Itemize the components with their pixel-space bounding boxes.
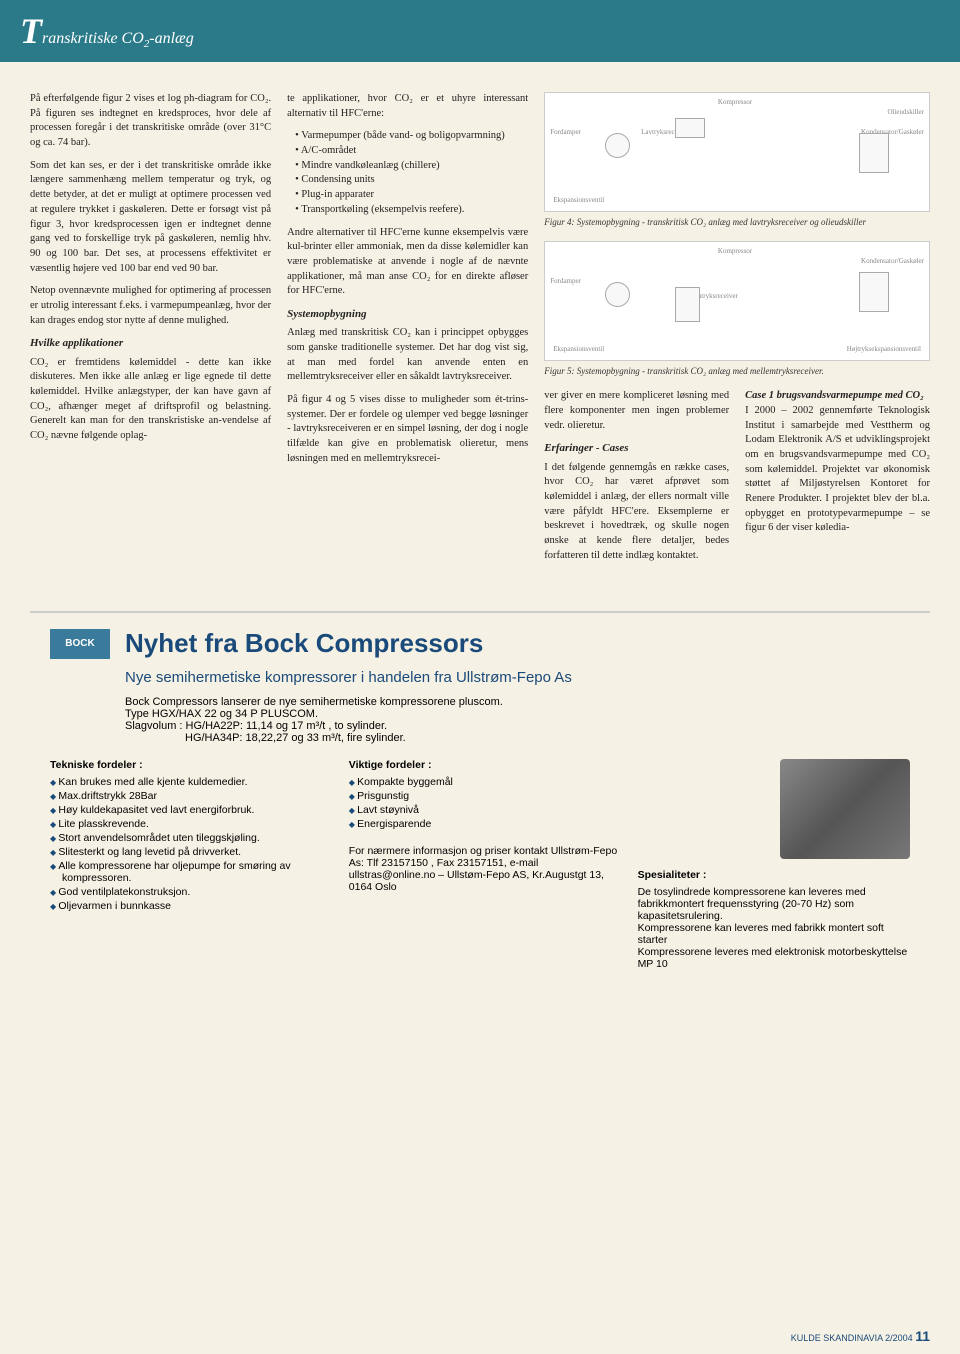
ad-list-item: Max.driftstrykk 28Bar	[50, 790, 319, 802]
right-column: Kompressor Fordamper Lavtryksreceiver Ol…	[544, 92, 930, 571]
fig-label: Fordamper	[550, 128, 581, 138]
header-banner: Transkritiske CO2-anlæg	[0, 0, 960, 62]
rsc-left-p1: ver giver en mere kompliceret løsning me…	[544, 389, 729, 433]
col1-p4: CO₂ er fremtidens kølemiddel - dette kan…	[30, 356, 271, 444]
ad-col-1: Tekniske fordeler : Kan brukes med alle …	[50, 759, 319, 914]
ad-list-item: God ventilplatekonstruksjon.	[50, 886, 319, 898]
fig-component	[605, 133, 630, 158]
ad-list-item: Kompakte byggemål	[349, 776, 618, 788]
col2-p3: Anlæg med transkritisk CO₂ kan i princip…	[287, 326, 528, 385]
advertisement: BOCK Nyhet fra Bock Compressors Nye semi…	[30, 611, 930, 985]
fig-label: Olieudskiller	[887, 108, 924, 118]
list-item: Transportkøling (eksempelvis reefere).	[295, 203, 528, 218]
ad-col3-text: De tosylindrede kompressorene kan levere…	[638, 886, 910, 970]
fig-label: Fordamper	[550, 277, 581, 287]
right-sub-left: ver giver en mere kompliceret løsning me…	[544, 389, 729, 571]
figure-5-caption: Figur 5: Systemopbygning - transkritisk …	[544, 365, 930, 378]
figure-4-caption: Figur 4: Systemopbygning - transkritisk …	[544, 216, 930, 229]
footer: KULDE SKANDINAVIA 2/2004 11	[791, 1328, 930, 1344]
list-item: Plug-in apparater	[295, 188, 528, 203]
ad-intro-line: HG/HA34P: 18,22,27 og 33 m³/t, fire syli…	[125, 732, 910, 744]
ad-col2-title: Viktige fordeler :	[349, 759, 618, 771]
col2-p4: På figur 4 og 5 vises disse to mulighede…	[287, 393, 528, 466]
ad-list-item: Energisparende	[349, 818, 618, 830]
rsc-left-h1: Erfaringer - Cases	[544, 441, 729, 456]
ad-intro-line: Slagvolum : HG/HA22P: 11,14 og 17 m³/t ,…	[125, 720, 910, 732]
rsc-right-h1: Case 1 brugsvandsvarmepumpe med CO₂	[745, 389, 930, 404]
footer-text: KULDE SKANDINAVIA 2/2004	[791, 1333, 913, 1343]
bock-logo: BOCK	[50, 629, 110, 659]
ad-list-item: Slitesterkt og lang levetid på drivverke…	[50, 846, 319, 858]
ad-title-row: BOCK Nyhet fra Bock Compressors	[50, 628, 910, 659]
col2-h2: Systemopbygning	[287, 307, 528, 322]
ad-list-item: Høy kuldekapasitet ved lavt energiforbru…	[50, 804, 319, 816]
ad-list-item: Kan brukes med alle kjente kuldemedier.	[50, 776, 319, 788]
page-number: 11	[915, 1328, 930, 1344]
figure-4: Kompressor Fordamper Lavtryksreceiver Ol…	[544, 92, 930, 212]
ad-compressor-image	[780, 759, 910, 859]
col2-p1: te applikationer, hvor CO₂ er et uhyre i…	[287, 92, 528, 121]
list-item: Mindre vandkøleanlæg (chillere)	[295, 159, 528, 174]
col1-p3: Netop ovennævnte mulighed for optimering…	[30, 284, 271, 328]
rsc-left-p2: I det følgende gennemgås en række cases,…	[544, 461, 729, 564]
ad-columns: Tekniske fordeler : Kan brukes med alle …	[50, 759, 618, 914]
ad-intro-line: Type HGX/HAX 22 og 34 P PLUSCOM.	[125, 708, 910, 720]
ad-body: Tekniske fordeler : Kan brukes med alle …	[50, 759, 910, 970]
right-sub-right: Case 1 brugsvandsvarmepumpe med CO₂ I 20…	[745, 389, 930, 571]
col1-h1: Hvilke applikationer	[30, 336, 271, 351]
column-2: te applikationer, hvor CO₂ er et uhyre i…	[287, 92, 528, 571]
ad-contact: For nærmere informasjon og priser kontak…	[349, 845, 618, 893]
main-content: På efterfølgende figur 2 vises et log ph…	[0, 62, 960, 591]
fig-component	[859, 272, 889, 312]
ad-intro-line: Bock Compressors lanserer de nye semiher…	[125, 696, 910, 708]
ad-col2-list: Kompakte byggemål Prisgunstig Lavt støyn…	[349, 776, 618, 830]
ad-subtitle: Nye semihermetiske kompressorer i handel…	[125, 669, 910, 686]
col1-p1: På efterfølgende figur 2 vises et log ph…	[30, 92, 271, 151]
col1-p2: Som det kan ses, er der i det transkriti…	[30, 159, 271, 277]
figure-5: Kompressor Fordamper Mellemtryksreceiver…	[544, 241, 930, 361]
ad-col1-list: Kan brukes med alle kjente kuldemedier. …	[50, 776, 319, 912]
ad-list-item: Lavt støynivå	[349, 804, 618, 816]
fig-component	[859, 133, 889, 173]
fig-component	[675, 118, 705, 138]
list-item: Condensing units	[295, 173, 528, 188]
list-item: Varmepumper (både vand- og boligopvarmni…	[295, 129, 528, 144]
ad-intro: Bock Compressors lanserer de nye semiher…	[125, 696, 910, 744]
ad-list-item: Alle kompressorene har oljepumpe for smø…	[50, 860, 319, 884]
list-item: A/C-området	[295, 144, 528, 159]
fig-label: Højtryksekspansionsventil	[847, 345, 921, 355]
ad-col1-title: Tekniske fordeler :	[50, 759, 319, 771]
ad-list-item: Oljevarmen i bunnkasse	[50, 900, 319, 912]
fig-label: Kondensator/Gaskøler	[861, 257, 924, 267]
header-rest: ranskritiske CO2-anlæg	[42, 30, 194, 47]
ad-title: Nyhet fra Bock Compressors	[125, 628, 483, 659]
fig-component	[675, 287, 700, 322]
ad-list-item: Prisgunstig	[349, 790, 618, 802]
ad-col-2: Viktige fordeler : Kompakte byggemål Pri…	[349, 759, 618, 914]
ad-list-item: Lite plasskrevende.	[50, 818, 319, 830]
ad-right: Spesialiteter : De tosylindrede kompress…	[638, 759, 910, 970]
col2-p2: Andre alternativer til HFC'erne kunne ek…	[287, 226, 528, 299]
header-first-letter: T	[20, 11, 42, 51]
fig-label: Ekspansionsventil	[553, 196, 604, 206]
ad-col3-title: Spesialiteter :	[638, 869, 910, 881]
col2-list: Varmepumper (både vand- og boligopvarmni…	[287, 129, 528, 217]
fig-label: Kompressor	[718, 247, 752, 257]
rsc-right-p1: I 2000 – 2002 gennemførte Teknologisk In…	[745, 404, 930, 536]
fig-component	[605, 282, 630, 307]
ad-left: Tekniske fordeler : Kan brukes med alle …	[50, 759, 618, 970]
right-sub-columns: ver giver en mere kompliceret løsning me…	[544, 389, 930, 571]
column-1: På efterfølgende figur 2 vises et log ph…	[30, 92, 271, 571]
fig-label: Kompressor	[718, 98, 752, 108]
fig-label: Ekspansionsventil	[553, 345, 604, 355]
ad-list-item: Stort anvendelsområdet uten tileggskjøli…	[50, 832, 319, 844]
